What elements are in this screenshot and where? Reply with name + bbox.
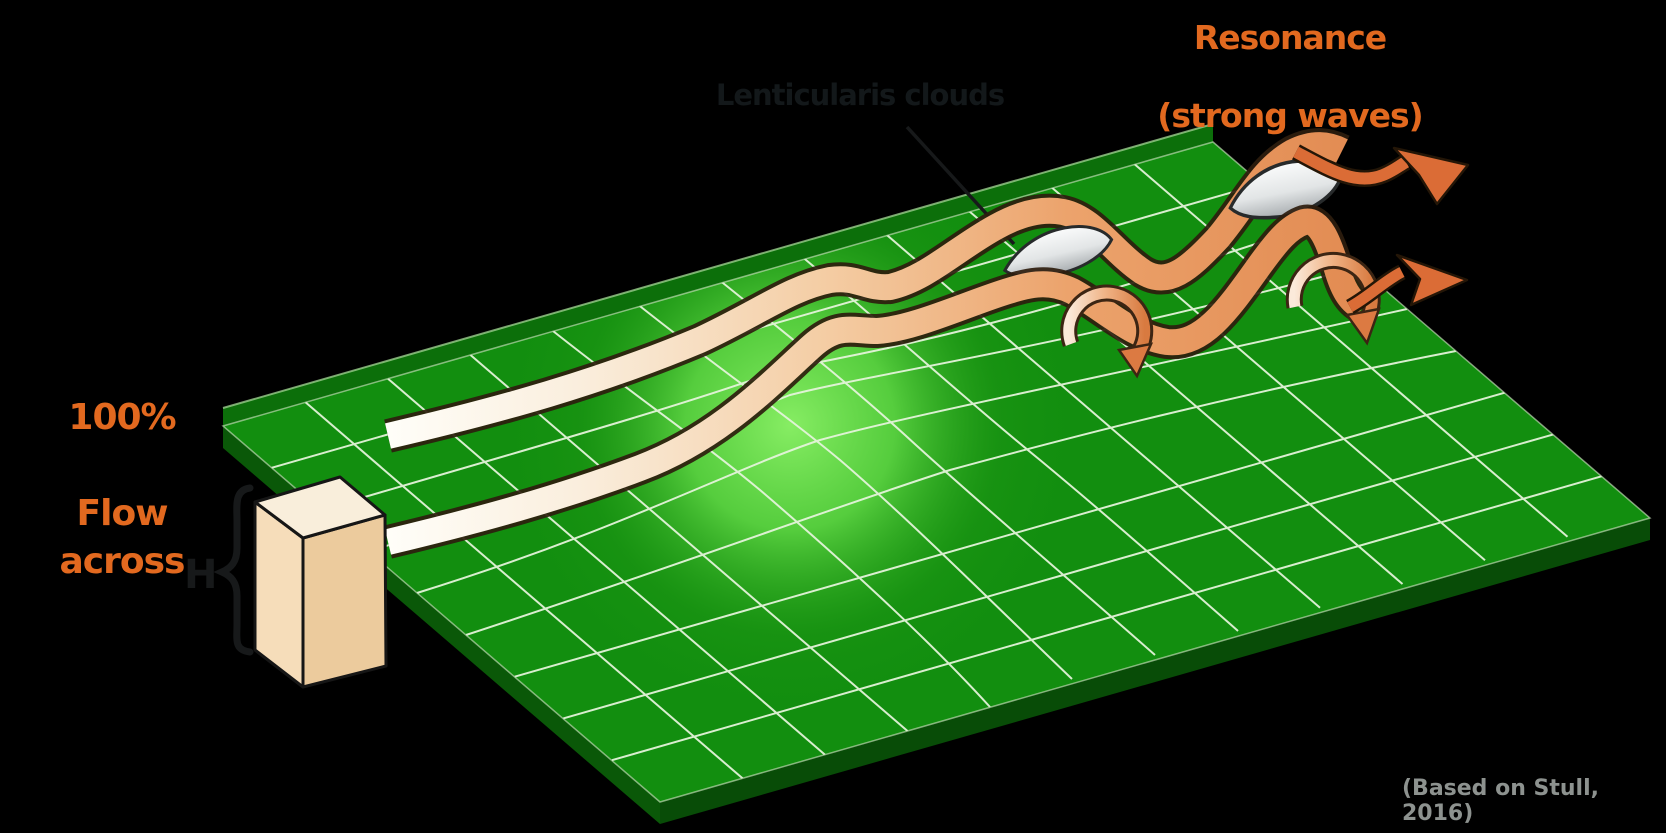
rotor-arrowhead	[1116, 342, 1154, 379]
resonance-label-line2: (strong waves)	[1157, 96, 1423, 135]
resonance-arrow-lower	[1345, 253, 1469, 315]
caption: (Based on Stull, 2016)	[1402, 776, 1599, 826]
obstacle-box-right-face	[301, 513, 388, 689]
obstacle-box	[253, 475, 388, 689]
hill-highlight	[223, 142, 1650, 802]
resonance-label-line1: Resonance	[1193, 18, 1387, 57]
resonance-label: Resonance (strong waves)	[1118, 18, 1462, 135]
flow-ribbon-upper	[384, 128, 1350, 453]
terrain	[221, 123, 1652, 824]
height-label: H	[184, 552, 218, 598]
terrain-edge-highlight	[222, 123, 1214, 409]
height-brace	[213, 484, 254, 656]
terrain-outline	[221, 141, 1652, 803]
grid-lines	[271, 159, 1603, 780]
terrain-side-top-left	[223, 124, 1213, 426]
flow-across-label: 100% Flow across	[18, 394, 226, 586]
resonance-arrow-upper	[1292, 144, 1470, 206]
obstacle-box-top-face	[253, 475, 387, 540]
rotor-circulation-1	[1060, 284, 1154, 379]
flow-ribbon-lower	[384, 204, 1370, 559]
flow-label-line1: 100%	[68, 397, 176, 438]
terrain-side-bottom-right	[660, 518, 1650, 824]
flow-label-line2: Flow across	[59, 493, 186, 582]
rotor-arrowhead	[1344, 307, 1381, 346]
lenticularis-label: Lenticularis clouds	[715, 78, 1005, 112]
